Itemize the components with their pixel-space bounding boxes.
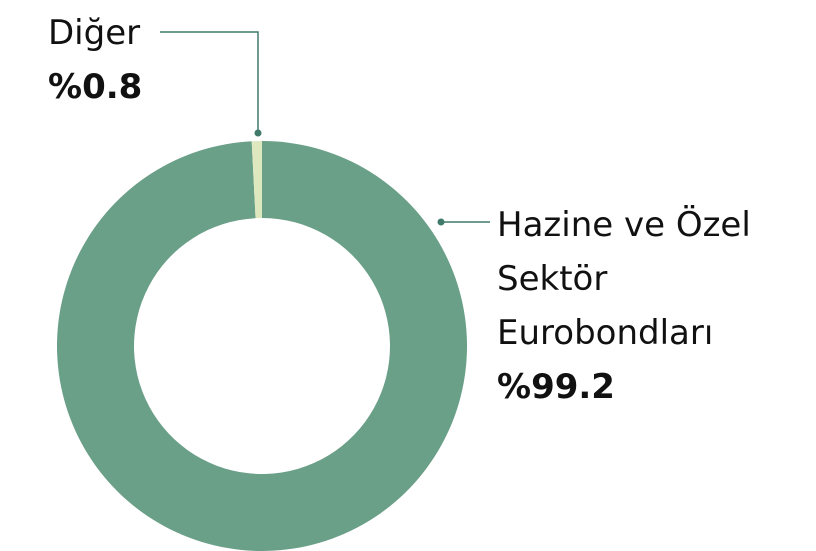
slice-label: Hazine ve Özel Sektör Eurobondları %99.2 [497,198,777,414]
value-label: %0.8 [48,67,143,107]
donut-slice [57,141,468,551]
slice-label: Diğer %0.8 [48,6,168,114]
donut-slice [251,141,262,219]
leader-dot [437,218,445,226]
leader-dot [254,129,262,137]
category-label: Diğer [48,13,141,53]
category-label: Hazine ve Özel Sektör Eurobondları [497,205,751,353]
value-label: %99.2 [497,367,615,407]
leader-line [160,31,259,133]
